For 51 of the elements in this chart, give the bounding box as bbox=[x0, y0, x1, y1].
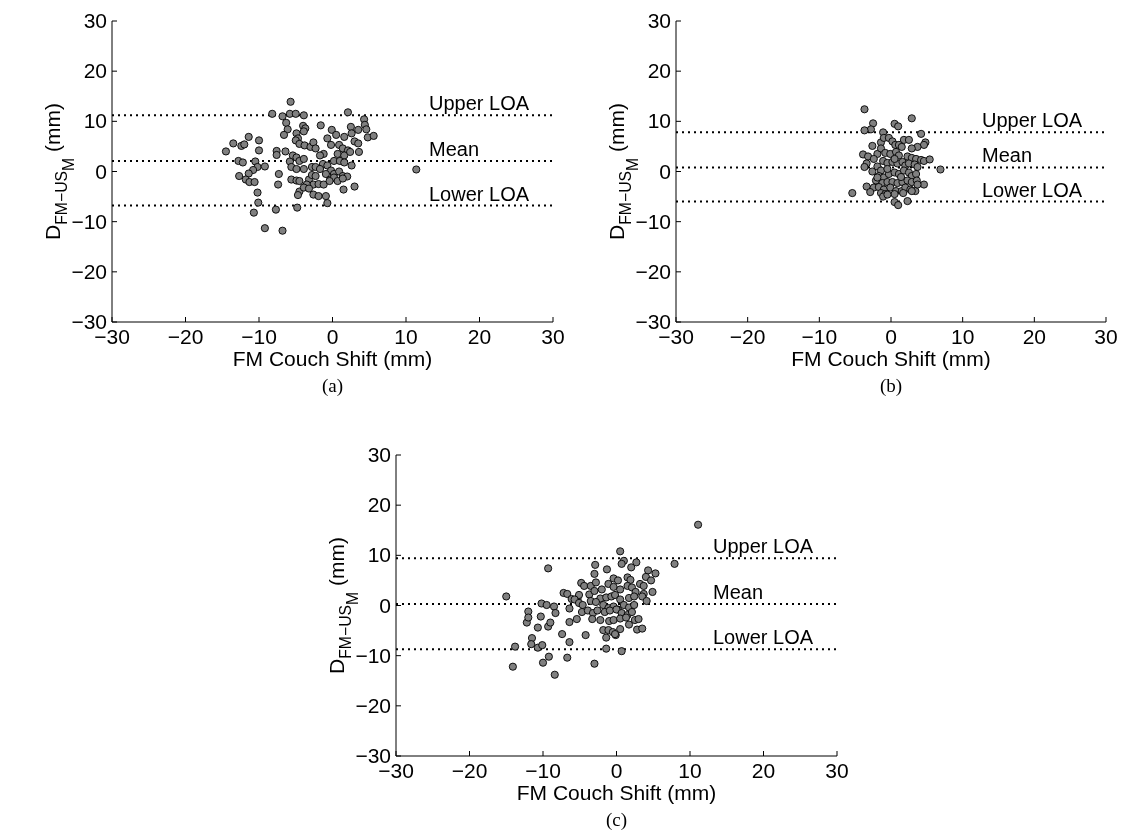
text: (a) bbox=[321, 375, 344, 397]
x-tick-label: 0 bbox=[326, 325, 339, 348]
y-tick-label: 0 bbox=[379, 593, 391, 617]
x-tick-label: 10 bbox=[678, 759, 702, 782]
y-tick-label: 30 bbox=[647, 9, 671, 32]
x-tick-label: 10 bbox=[950, 325, 975, 348]
x-tick-label: −20 bbox=[167, 325, 204, 348]
ref-line-label: Mean bbox=[713, 580, 764, 603]
y-tick-label: −10 bbox=[635, 209, 671, 233]
x-tick-label: −10 bbox=[525, 759, 561, 782]
x-tick-label: 30 bbox=[1094, 325, 1118, 348]
y-tick-label: 0 bbox=[659, 159, 671, 183]
ref-line-label: Mean bbox=[429, 137, 480, 160]
y-tick-label: 10 bbox=[367, 543, 391, 567]
y-tick-label: 30 bbox=[83, 9, 107, 32]
x-tick-label: 10 bbox=[394, 325, 418, 348]
y-tick-label: −10 bbox=[355, 643, 391, 667]
text: (b) bbox=[879, 375, 903, 397]
ref-line-label: Lower LOA bbox=[982, 178, 1083, 201]
y-tick-label: −20 bbox=[635, 259, 671, 283]
ref-line-label: Upper LOA bbox=[429, 92, 530, 115]
y-tick-label: 20 bbox=[367, 493, 391, 517]
y-tick-label: −10 bbox=[71, 209, 107, 233]
x-axis-title: FM Couch Shift (mm) bbox=[516, 781, 717, 804]
ref-line-label: Upper LOA bbox=[982, 109, 1083, 132]
x-tick-label: 30 bbox=[825, 759, 849, 782]
y-tick-label: 30 bbox=[367, 443, 391, 466]
x-tick-label: −10 bbox=[801, 325, 838, 348]
x-tick-label: 20 bbox=[467, 325, 492, 348]
x-axis-title: FM Couch Shift (mm) bbox=[232, 347, 433, 370]
y-tick-label: 20 bbox=[647, 59, 671, 83]
ref-line-label: Lower LOA bbox=[713, 626, 814, 649]
y-tick-label: 10 bbox=[83, 109, 107, 133]
x-tick-label: 20 bbox=[751, 759, 776, 782]
x-axis-title: FM Couch Shift (mm) bbox=[791, 347, 991, 370]
text: (c) bbox=[605, 809, 628, 831]
y-tick-label: −20 bbox=[355, 693, 391, 717]
y-tick-label: −20 bbox=[71, 259, 107, 283]
x-tick-label: −10 bbox=[241, 325, 277, 348]
ref-line-label: Lower LOA bbox=[429, 182, 530, 205]
ref-line-label: Mean bbox=[982, 144, 1033, 167]
x-tick-label: −20 bbox=[729, 325, 766, 348]
y-tick-label: 0 bbox=[95, 159, 107, 183]
x-tick-label: 0 bbox=[610, 759, 623, 782]
ref-line-label: Upper LOA bbox=[713, 535, 814, 558]
x-tick-label: −20 bbox=[451, 759, 488, 782]
y-tick-label: 20 bbox=[83, 59, 107, 83]
x-tick-label: 0 bbox=[885, 325, 897, 348]
x-tick-label: 30 bbox=[541, 325, 565, 348]
y-tick-label: 10 bbox=[647, 109, 671, 133]
x-tick-label: 20 bbox=[1022, 325, 1047, 348]
